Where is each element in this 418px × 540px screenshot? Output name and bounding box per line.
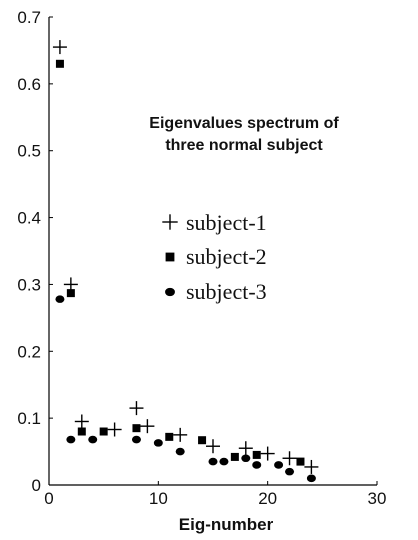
data-point-subject-3 — [306, 474, 316, 483]
data-point-subject-2 — [99, 427, 108, 436]
data-point-subject-1 — [107, 422, 122, 437]
data-point-subject-2 — [77, 427, 86, 436]
data-point-subject-2 — [165, 432, 174, 441]
data-point-subject-2 — [230, 452, 239, 461]
x-tick-label: 0 — [44, 489, 53, 508]
x-tick-label: 30 — [368, 489, 387, 508]
x-tick-label: 10 — [149, 489, 168, 508]
data-point-subject-1 — [52, 40, 67, 55]
data-point-subject-3 — [55, 295, 65, 303]
data-point-subject-1 — [63, 277, 78, 292]
data-point-subject-2 — [252, 450, 261, 459]
y-tick-label: 0.3 — [17, 275, 41, 294]
y-tick-label: 0.2 — [17, 342, 41, 361]
y-tick-label: 0.4 — [17, 209, 41, 228]
data-point-subject-2 — [66, 289, 75, 298]
data-point-subject-3 — [219, 457, 229, 466]
data-point-subject-3 — [88, 435, 98, 444]
tick-group: 0 0.1 0.2 0.3 0.4 0.5 0.6 0.7 0 10 20 30 — [17, 8, 386, 508]
legend-symbol-subject-3 — [165, 287, 175, 297]
data-point-subject-2 — [198, 436, 207, 445]
legend-label-subject-1: subject-1 — [186, 210, 267, 235]
chart-title-line-1: Eigenvalues spectrum of — [149, 115, 339, 132]
chart-title-line-2: three normal subject — [165, 137, 323, 154]
data-point-subject-1 — [173, 427, 188, 442]
data-point-subject-1 — [282, 451, 297, 466]
data-point-subject-1 — [304, 459, 319, 474]
data-point-subject-1 — [260, 446, 275, 461]
y-tick-label: 0.6 — [17, 75, 41, 94]
data-point-subject-2 — [296, 457, 305, 466]
data-point-subject-3 — [153, 439, 163, 447]
legend-symbol-subject-1 — [162, 214, 178, 230]
data-point-subject-1 — [74, 414, 89, 429]
data-point-subject-1 — [206, 439, 220, 454]
data-marks — [52, 40, 319, 483]
x-tick-label: 20 — [258, 489, 277, 508]
y-tick-label: 0.1 — [17, 409, 41, 428]
legend-label-subject-2: subject-2 — [186, 244, 267, 269]
data-point-subject-1 — [238, 441, 253, 456]
data-point-subject-3 — [241, 454, 251, 463]
data-point-subject-3 — [285, 467, 295, 476]
x-axis-title: Eig-number — [179, 515, 274, 534]
y-tick-label: 0 — [32, 476, 41, 495]
data-point-subject-3 — [252, 461, 262, 469]
data-point-subject-2 — [132, 424, 141, 433]
data-point-subject-3 — [66, 435, 76, 444]
data-point-subject-3 — [274, 461, 284, 469]
data-point-subject-3 — [175, 447, 185, 456]
legend-symbol-subject-2 — [165, 252, 175, 262]
data-point-subject-1 — [129, 401, 144, 416]
axes — [48, 17, 377, 486]
data-point-subject-2 — [55, 59, 64, 68]
data-point-subject-3 — [208, 457, 218, 466]
legend-label-subject-3: subject-3 — [186, 279, 267, 304]
data-point-subject-1 — [140, 419, 155, 434]
legend: subject-1 subject-2 subject-3 — [162, 210, 267, 304]
y-tick-label: 0.7 — [17, 8, 41, 27]
y-tick-label: 0.5 — [17, 142, 41, 161]
data-point-subject-3 — [131, 435, 141, 444]
